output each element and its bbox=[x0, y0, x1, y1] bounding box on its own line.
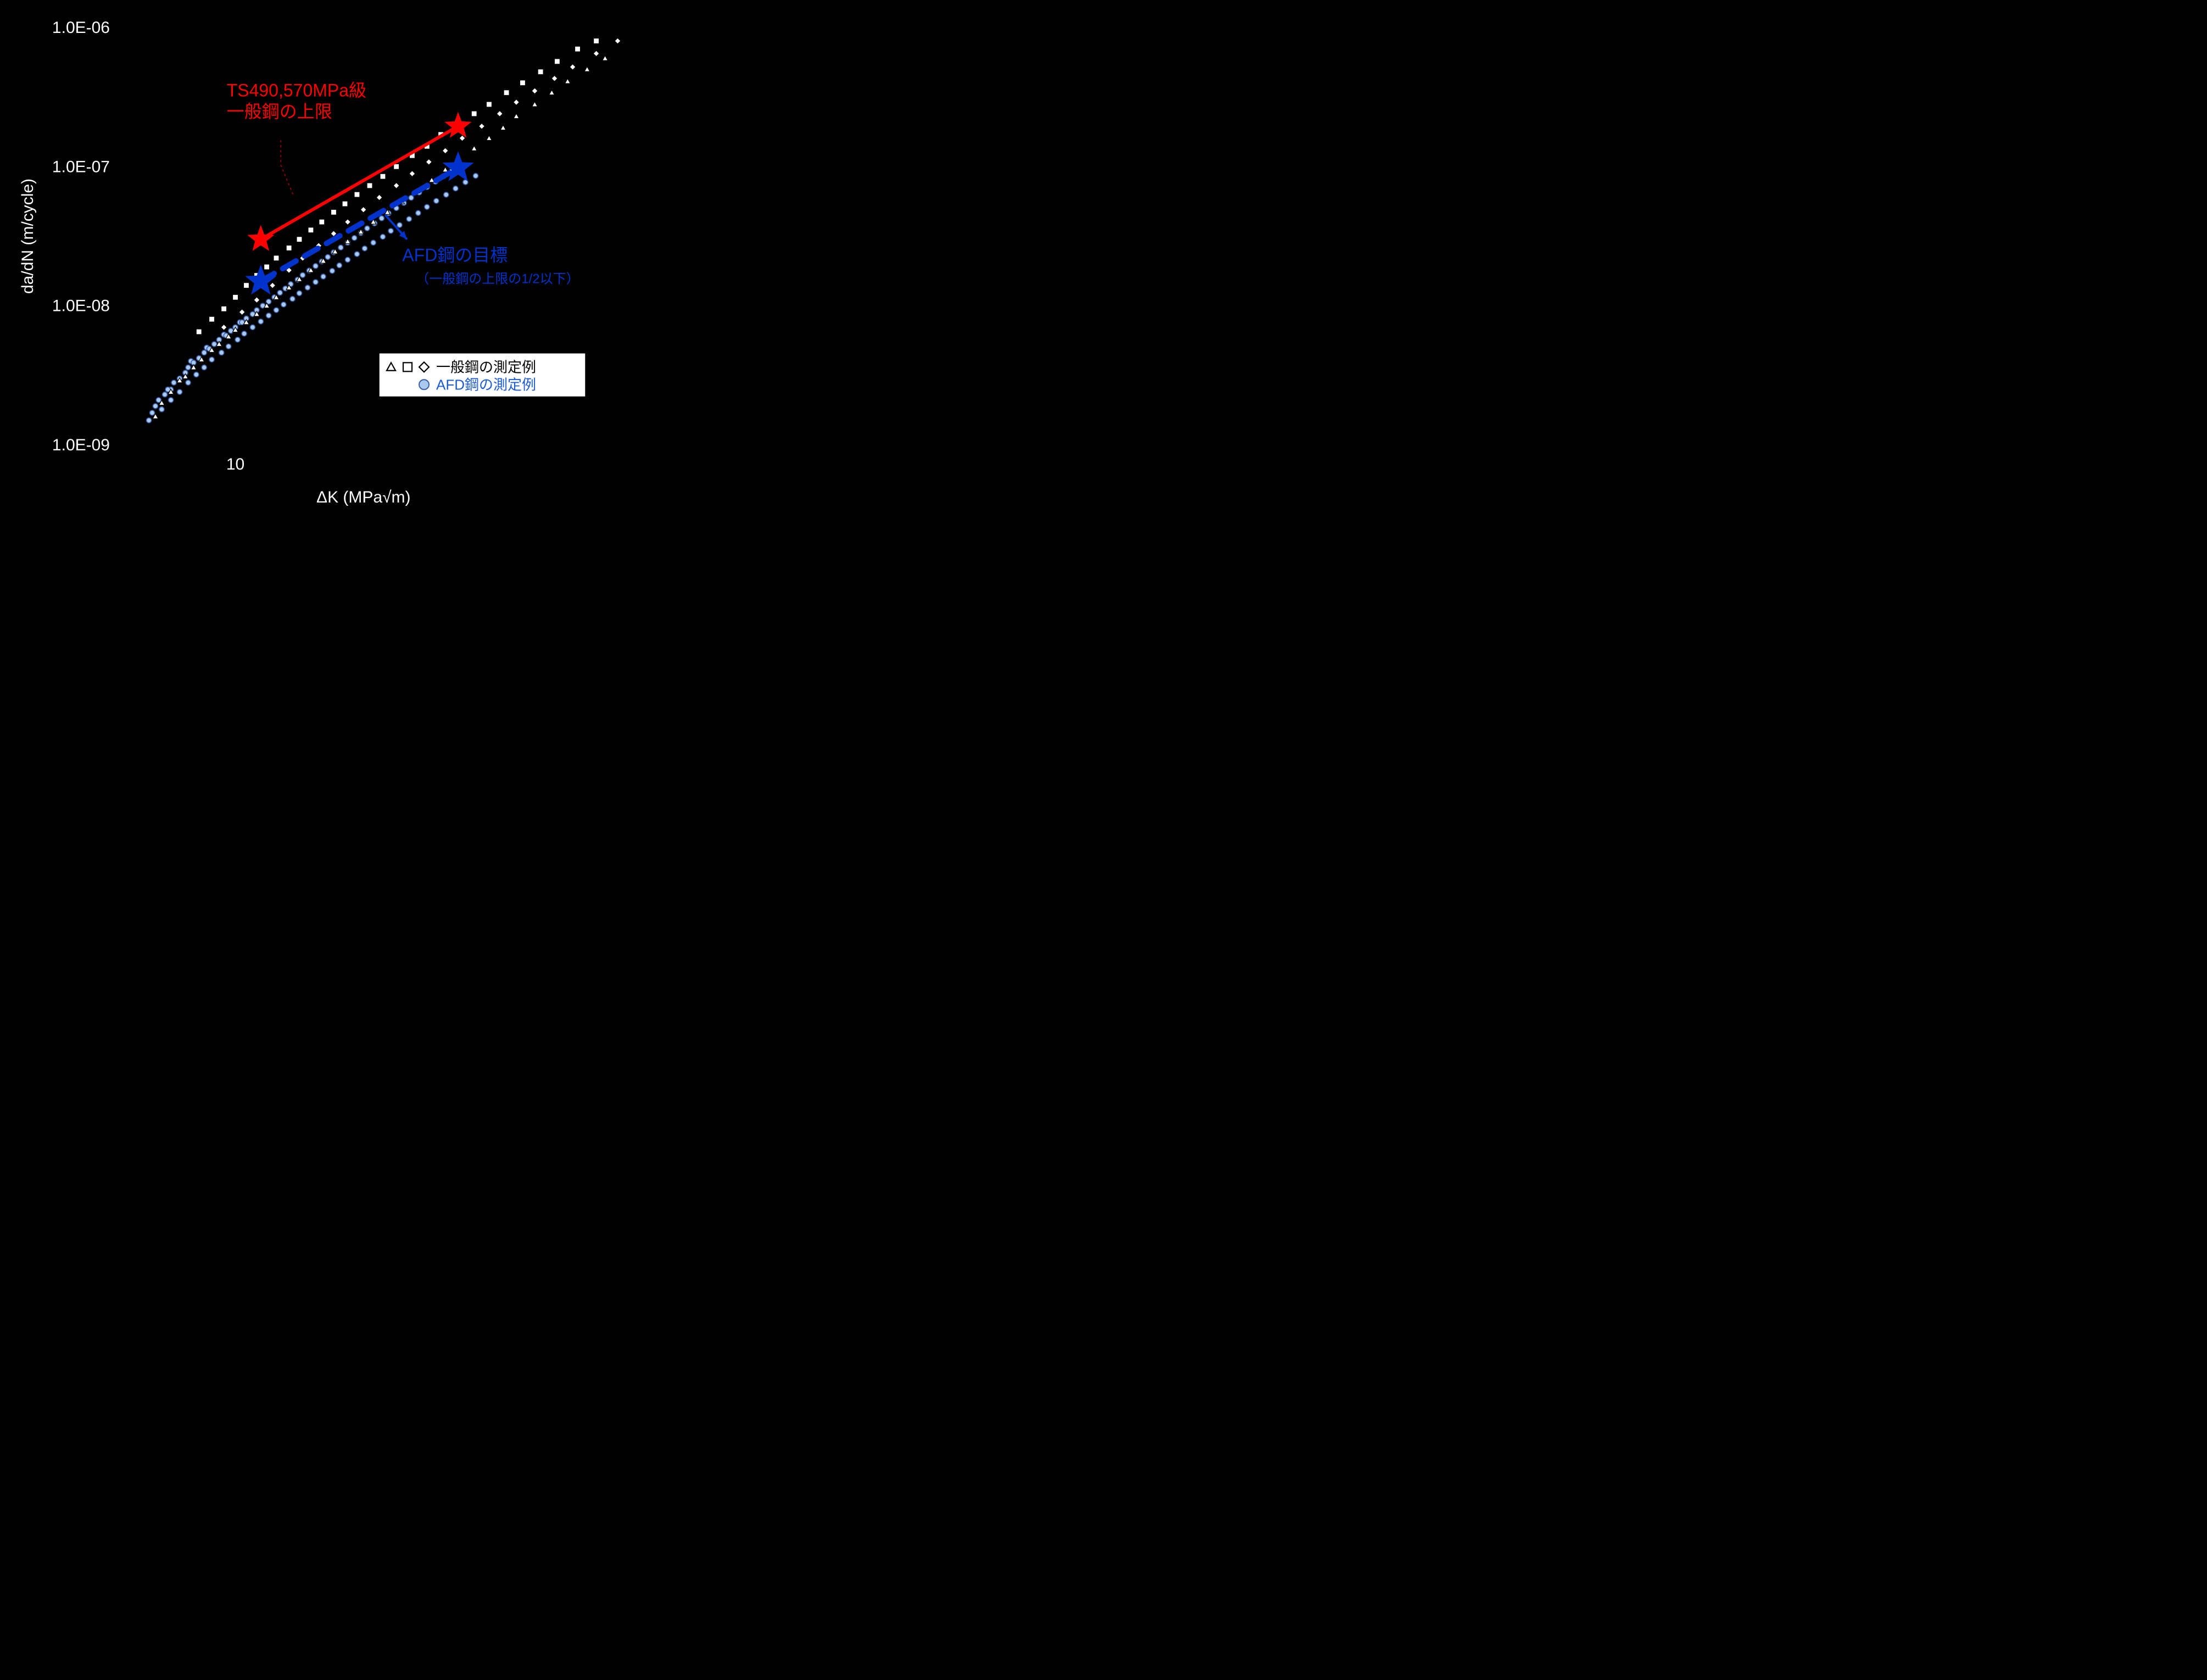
y-tick-label: 1.0E-07 bbox=[52, 158, 110, 176]
legend: 一般鋼の測定例AFD鋼の測定例 bbox=[379, 353, 586, 397]
y-tick-label: 1.0E-08 bbox=[52, 297, 110, 315]
fatigue-crack-chart: 1.0E-09 1.0E-08 1.0E-07 1.0E-06 10 da/dN (m/c… bbox=[0, 0, 687, 523]
legend-row-general: 一般鋼の測定例 bbox=[436, 359, 536, 375]
y-tick-label: 1.0E-06 bbox=[52, 19, 110, 37]
target-annotation-line2: （一般鋼の上限の1/2以下） bbox=[416, 272, 579, 287]
upper-annotation: 一般鋼の上限 bbox=[227, 102, 332, 121]
y-axis-label: da/dN (m/cycle) bbox=[19, 178, 37, 294]
upper-annotation: TS490,570MPa級 bbox=[227, 80, 366, 100]
target-annotation-line1: AFD鋼の目標 bbox=[402, 245, 508, 265]
legend-row-afd: AFD鋼の測定例 bbox=[436, 376, 536, 393]
x-tick-label: 10 bbox=[226, 455, 244, 473]
chart-container: 1.0E-09 1.0E-08 1.0E-07 1.0E-06 10 da/dN (m/c… bbox=[0, 0, 687, 523]
x-axis-label: ΔK (MPa√m) bbox=[316, 488, 411, 506]
y-tick-label: 1.0E-09 bbox=[52, 436, 110, 454]
